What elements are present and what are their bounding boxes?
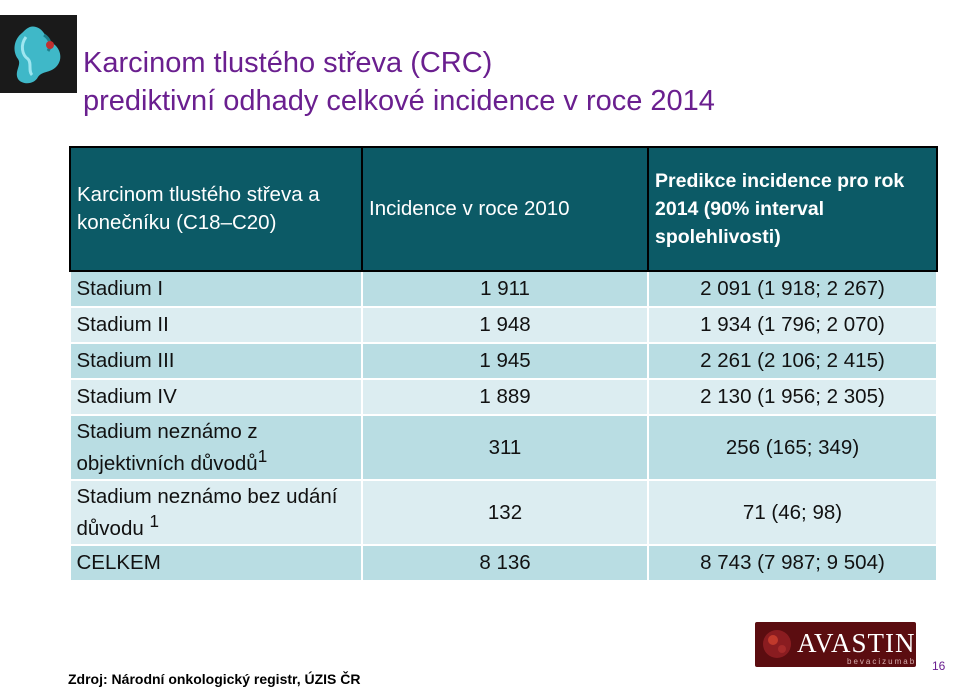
page-number: 16 bbox=[932, 659, 946, 673]
table-row: Stadium I 1 911 2 091 (1 918; 2 267) bbox=[69, 270, 938, 308]
row-label-text: Stadium neznámo bez udání důvodu bbox=[76, 485, 338, 540]
row-incidence: 1 945 bbox=[361, 342, 649, 380]
table-row: Stadium IV 1 889 2 130 (1 956; 2 305) bbox=[69, 378, 938, 416]
table-header-row: Karcinom tlustého střeva a konečníku (C1… bbox=[69, 146, 938, 272]
row-incidence: 1 889 bbox=[361, 378, 649, 416]
row-label: Stadium neznámo bez udání důvodu 1 bbox=[69, 479, 363, 546]
row-prediction: 2 091 (1 918; 2 267) bbox=[647, 270, 938, 308]
title-line-2: prediktivní odhady celkové incidence v r… bbox=[83, 85, 715, 117]
footnote-marker: 1 bbox=[149, 512, 159, 532]
row-label-text: Stadium neznámo z objektivních důvodů bbox=[76, 420, 258, 475]
row-prediction: 8 743 (7 987; 9 504) bbox=[647, 544, 938, 582]
row-incidence: 1 948 bbox=[361, 306, 649, 344]
brand-wordmark: AVASTIN bbox=[797, 628, 916, 658]
table-row: Stadium II 1 948 1 934 (1 796; 2 070) bbox=[69, 306, 938, 344]
row-prediction: 256 (165; 349) bbox=[647, 414, 938, 481]
row-label: Stadium III bbox=[69, 342, 363, 380]
row-incidence: 8 136 bbox=[361, 544, 649, 582]
brand-name: AVASTIN® bbox=[797, 628, 926, 659]
header-incidence-2010: Incidence v roce 2010 bbox=[361, 146, 649, 272]
table-row: Stadium neznámo z objektivních důvodů1 3… bbox=[69, 414, 938, 481]
header-prediction-2014: Predikce incidence pro rok 2014 (90% int… bbox=[647, 146, 938, 272]
brand-registered-mark: ® bbox=[915, 628, 926, 642]
row-label: Stadium II bbox=[69, 306, 363, 344]
brand-subtitle: bevacizumab bbox=[847, 657, 917, 666]
row-label: Stadium IV bbox=[69, 378, 363, 416]
title-line-1: Karcinom tlustého střeva (CRC) bbox=[83, 47, 493, 79]
row-incidence: 132 bbox=[361, 479, 649, 546]
avastin-logo: AVASTIN® bevacizumab bbox=[755, 622, 925, 667]
row-incidence: 1 911 bbox=[361, 270, 649, 308]
row-label: Stadium I bbox=[69, 270, 363, 308]
slide-title: Karcinom tlustého střeva (CRC) prediktiv… bbox=[83, 44, 715, 120]
incidence-table: Karcinom tlustého střeva a konečníku (C1… bbox=[69, 146, 938, 582]
row-prediction: 71 (46; 98) bbox=[647, 479, 938, 546]
footnote-marker: 1 bbox=[257, 447, 268, 467]
row-prediction: 2 261 (2 106; 2 415) bbox=[647, 342, 938, 380]
row-prediction: 1 934 (1 796; 2 070) bbox=[647, 306, 938, 344]
colon-illustration-logo bbox=[0, 15, 77, 93]
table-row: Stadium III 1 945 2 261 (2 106; 2 415) bbox=[69, 342, 938, 380]
row-label: CELKEM bbox=[69, 544, 363, 582]
header-diagnosis: Karcinom tlustého střeva a konečníku (C1… bbox=[69, 146, 363, 272]
row-label: Stadium neznámo z objektivních důvodů1 bbox=[69, 414, 363, 481]
table-row-total: CELKEM 8 136 8 743 (7 987; 9 504) bbox=[69, 544, 938, 582]
table-row: Stadium neznámo bez udání důvodu 1 132 7… bbox=[69, 479, 938, 546]
row-incidence: 311 bbox=[361, 414, 649, 481]
row-prediction: 2 130 (1 956; 2 305) bbox=[647, 378, 938, 416]
source-footnote: Zdroj: Národní onkologický registr, ÚZIS… bbox=[68, 671, 361, 687]
